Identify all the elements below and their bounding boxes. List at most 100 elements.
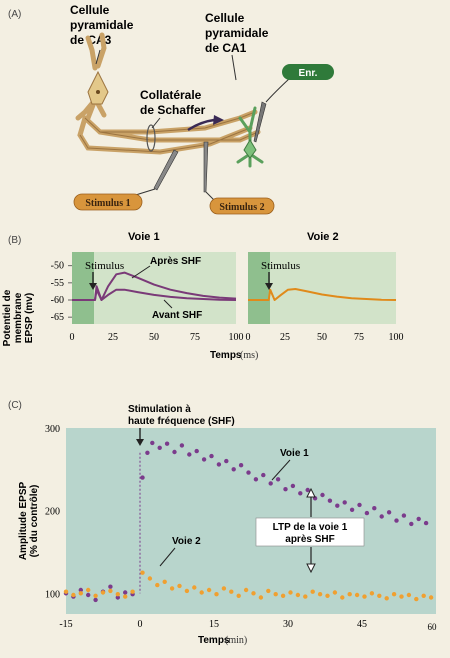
voie2-point — [369, 591, 375, 596]
direction-arrow — [187, 118, 215, 132]
shf-annotation-2: haute fréquence (SHF) — [128, 416, 235, 427]
ltp-annotation-box — [255, 517, 365, 547]
recording-wire — [265, 77, 291, 103]
shf-arrowhead — [136, 439, 144, 446]
voie1-xtick-label: 0 — [70, 332, 75, 343]
schaffer-ring — [146, 124, 156, 152]
panel-c-axes: 100 200 300 -15 0 15 30 45 60 — [45, 424, 437, 632]
c-ytick-label: 100 — [45, 589, 60, 600]
voie1-point — [224, 458, 229, 464]
voie2-point — [221, 586, 227, 591]
voie2-point — [310, 589, 315, 594]
voie2-point — [399, 594, 404, 599]
after-shf-label: Après SHF — [150, 256, 201, 267]
b-ytick-label: -50 — [51, 261, 64, 272]
voie1-point — [194, 448, 199, 454]
voie1-point — [216, 462, 222, 467]
voie1-point — [140, 475, 145, 480]
ylabel-line-3: EPSP (mv) — [24, 293, 35, 343]
voie2-xtick-label: 50 — [317, 332, 327, 343]
before-shf-pointer — [163, 299, 173, 309]
voie2-point — [332, 590, 338, 595]
stimulus1-label: Stimulus 1 — [85, 198, 130, 209]
voie2-point — [406, 592, 412, 598]
panel-b: (B) Voie 1 Voie 2 Potentiel de membrane … — [2, 231, 404, 361]
direction-arrowhead — [213, 115, 224, 125]
voie1-point — [364, 510, 370, 516]
ca3-neuron-outline — [79, 111, 259, 153]
panel-b-xlabel: Temps — [210, 350, 242, 361]
voie1-point — [275, 477, 281, 482]
schaffer-label-2: de Schaffer — [140, 103, 206, 117]
voie1-point — [423, 520, 429, 526]
voie1-point — [78, 587, 84, 593]
voie2-point — [184, 588, 190, 594]
voie1-point — [115, 595, 121, 600]
voie2-point — [147, 576, 153, 581]
voie2-point — [169, 586, 175, 591]
voie1-point — [320, 492, 325, 498]
voie2-stimulus-arrowhead — [265, 283, 273, 290]
voie1-trace-2 — [72, 288, 237, 301]
voie1-point — [231, 467, 236, 472]
voie1-point — [201, 457, 207, 462]
c-ytick-label: 200 — [45, 507, 60, 518]
voie1-point — [349, 507, 355, 512]
voie2-point — [384, 596, 389, 601]
voie1-point — [298, 491, 303, 496]
ltp-annotation-1: LTP de la voie 1 — [273, 522, 348, 533]
voie1-point — [86, 592, 91, 598]
voie2-point — [71, 592, 76, 598]
voie1-point — [379, 514, 384, 519]
ltp-arrowhead-up — [306, 487, 316, 498]
voie1-pointer — [271, 459, 291, 481]
voie2-point — [362, 594, 367, 599]
voie2-point — [236, 593, 241, 598]
voie1-point — [157, 445, 162, 450]
voie1-point — [172, 449, 177, 455]
voie2-point — [243, 587, 249, 593]
voie1-title: Voie 1 — [128, 231, 160, 243]
voie2-point — [377, 593, 382, 598]
voie2-point — [340, 595, 345, 600]
voie2-xtick-label: 25 — [280, 332, 290, 343]
stimulus2-wire — [205, 191, 215, 201]
voie1-stim-band — [72, 252, 94, 324]
voie2-point — [162, 579, 167, 584]
ylabel-line-1: Potentiel de — [2, 289, 13, 346]
voie1-point — [283, 487, 288, 492]
recording-label: Enr. — [299, 68, 318, 79]
voie2-point — [123, 594, 128, 599]
panel-b-ylabel: Potentiel de membrane EPSP (mv) — [2, 289, 35, 346]
b-ytick-label: -60 — [51, 295, 64, 306]
voie1-point — [372, 506, 377, 511]
voie1-xtick-label: 100 — [229, 332, 244, 343]
voie1-point — [164, 441, 170, 446]
voie2-point — [317, 592, 323, 597]
voie2-point — [214, 592, 219, 597]
voie2-point — [273, 592, 278, 597]
voie1-stimulus-label: Stimulus — [85, 260, 124, 272]
voie1-trace-1 — [72, 271, 237, 301]
panel-a: (A) Cellule pyramidale de CA3 Cellule py… — [8, 3, 334, 215]
voie2-plot-bg — [248, 252, 396, 324]
voie1-point — [179, 443, 185, 448]
voie2-point — [229, 589, 234, 594]
voie2-pointer — [159, 547, 176, 567]
voie1-point — [335, 503, 340, 508]
voie1-point — [145, 450, 150, 455]
voie2-point — [100, 590, 106, 595]
voie1-xtick-label: 25 — [108, 332, 118, 343]
voie2-point — [86, 587, 91, 593]
ca1-pointer — [231, 54, 237, 81]
c-ylabel-line-1: Amplitude EPSP — [18, 482, 29, 561]
ca1-label-2: pyramidale — [205, 26, 269, 40]
ca3-pointer — [95, 49, 101, 65]
voie2-point — [130, 589, 135, 594]
stimulus2-label: Stimulus 2 — [219, 202, 264, 213]
voie1-xtick-label: 50 — [149, 332, 159, 343]
voie2-point — [108, 588, 113, 594]
voie1-point — [93, 597, 98, 603]
voie1-point — [246, 470, 251, 475]
